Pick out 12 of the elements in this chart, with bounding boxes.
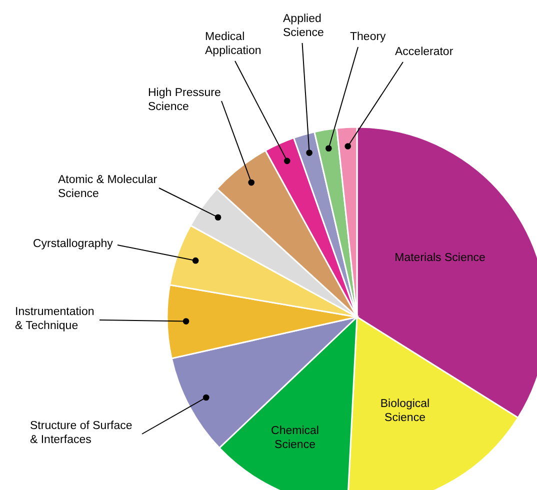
- slice-label: Structure of Surface & Interfaces: [30, 420, 132, 446]
- slice-label: Atomic & Molecular Science: [58, 174, 158, 200]
- slice-label: Biological Science: [380, 398, 430, 424]
- slice-label: Medical Application: [205, 31, 262, 57]
- slice-label: High Pressure Science: [148, 87, 221, 113]
- slice-label: Materials Science: [394, 252, 486, 264]
- slice-label: Theory: [350, 31, 386, 43]
- slice-label: Chemical Science: [271, 425, 319, 451]
- slice-label: Applied Science: [283, 13, 324, 39]
- slice-label: Accelerator: [395, 46, 454, 58]
- slice-label: Cyrstallography: [33, 238, 114, 250]
- slice-label: Instrumentation & Technique: [15, 306, 94, 332]
